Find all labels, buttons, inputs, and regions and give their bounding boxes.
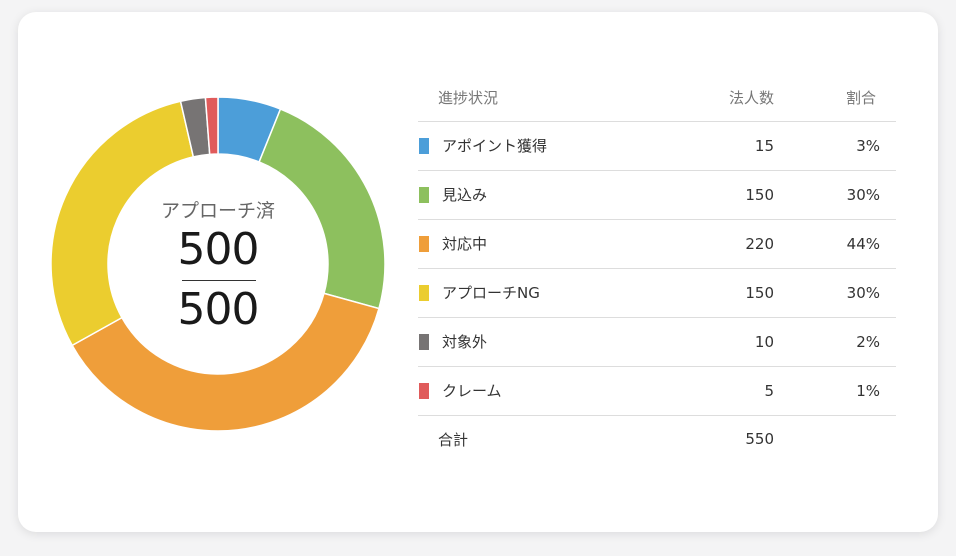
header-ratio: 割合 [774, 74, 896, 122]
legend-name: 対象外 [442, 333, 488, 351]
legend-table: 進捗状況 法人数 割合 アポイント獲得 15 3% 見込み 150 30% 対応中 220 44… [418, 74, 896, 463]
legend-count: 220 [656, 219, 774, 269]
legend-name-cell: アプローチNG [418, 268, 656, 318]
legend-name: クレーム [442, 382, 502, 400]
legend-name-cell: アポイント獲得 [418, 121, 656, 171]
legend-row: アプローチNG 150 30% [418, 268, 896, 318]
total-value: 550 [745, 430, 774, 449]
center-label: アプローチ済 [160, 200, 275, 222]
legend-name-cell: クレーム [418, 366, 656, 416]
legend-swatch [419, 186, 429, 203]
donut-chart [50, 96, 386, 432]
legend-count: 150 [656, 268, 774, 318]
progress-card: アプローチ済 500 500 進捗状況 法人数 割合 アポイント獲得 15 3% 見込… [18, 12, 938, 532]
legend-swatch [419, 235, 429, 252]
center-denominator: 500 [177, 284, 260, 335]
legend-name: 見込み [442, 186, 488, 204]
header-count: 法人数 [656, 74, 774, 122]
legend-name-cell: 対象外 [418, 317, 656, 367]
legend-swatch [419, 382, 429, 399]
legend-row: 対象外 10 2% [418, 317, 896, 367]
legend-row: 見込み 150 30% [418, 170, 896, 220]
legend-ratio: 1% [774, 366, 896, 416]
legend-header-row: 進捗状況 法人数 割合 [418, 74, 896, 122]
donut-slice [50, 100, 195, 347]
legend-swatch [419, 333, 429, 350]
legend-count: 150 [656, 170, 774, 220]
legend-row: クレーム 5 1% [418, 366, 896, 416]
legend-row: アポイント獲得 15 3% [418, 121, 896, 171]
legend-name: アポイント獲得 [442, 137, 548, 155]
legend-name-cell: 見込み [418, 170, 656, 220]
legend-name: 対応中 [442, 235, 488, 253]
legend-ratio: 3% [774, 121, 896, 171]
legend-count: 5 [656, 366, 774, 416]
legend-ratio: 2% [774, 317, 896, 367]
legend-ratio: 30% [774, 268, 896, 318]
legend-name-cell: 対応中 [418, 219, 656, 269]
legend-swatch [419, 137, 429, 154]
header-status: 進捗状況 [418, 74, 656, 122]
donut-slice [71, 292, 380, 432]
total-row: 合計 550 [418, 415, 896, 463]
center-divider [182, 280, 256, 281]
total-ratio-empty [774, 415, 896, 463]
center-numerator: 500 [177, 224, 260, 275]
legend-count: 15 [656, 121, 774, 171]
legend-count: 10 [656, 317, 774, 367]
legend-ratio: 44% [774, 219, 896, 269]
legend-row: 対応中 220 44% [418, 219, 896, 269]
legend-swatch [419, 284, 429, 301]
legend-ratio: 30% [774, 170, 896, 220]
donut-slice [204, 96, 219, 156]
total-label: 合計 [438, 430, 469, 449]
legend-name: アプローチNG [442, 284, 540, 302]
